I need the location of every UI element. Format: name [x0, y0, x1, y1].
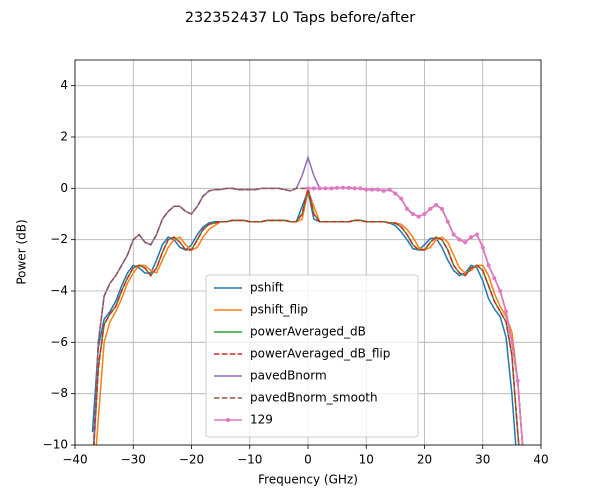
point-marker: [393, 191, 398, 196]
plot-area: [91, 155, 524, 445]
y-tick-label: −2: [50, 232, 68, 246]
point-marker: [422, 212, 427, 216]
legend-label: powerAveraged_dB_flip: [250, 347, 390, 361]
x-tick-label: 40: [533, 453, 548, 467]
point-marker: [445, 219, 450, 224]
x-tick-label: 20: [417, 453, 432, 467]
legend-label: 129: [250, 413, 273, 427]
y-tick-label: −8: [50, 386, 68, 400]
x-tick-label: 10: [359, 453, 374, 467]
legend-label: pavedBnorm: [250, 369, 327, 383]
point-marker: [416, 214, 421, 219]
point-marker: [434, 203, 439, 208]
point-marker: [346, 185, 351, 190]
legend-label: pshift: [250, 281, 284, 295]
point-marker: [335, 185, 340, 190]
point-marker: [387, 187, 392, 192]
y-tick-label: −6: [50, 335, 68, 349]
point-marker: [463, 240, 468, 245]
legend-label: pshift_flip: [250, 303, 308, 317]
point-marker: [352, 186, 357, 191]
legend-label: pavedBnorm_smooth: [250, 391, 378, 405]
point-marker: [358, 186, 363, 191]
point-marker: [381, 188, 386, 193]
point-marker: [492, 276, 497, 281]
point-marker: [498, 289, 503, 293]
point-marker: [399, 196, 404, 201]
legend-label: powerAveraged_dB: [250, 325, 366, 339]
y-tick-label: −10: [43, 438, 68, 452]
point-marker: [405, 206, 410, 211]
x-tick-label: −10: [237, 453, 262, 467]
legend-marker: [226, 418, 230, 422]
point-marker: [340, 185, 345, 190]
point-marker: [474, 232, 479, 237]
point-marker: [486, 263, 491, 268]
point-marker: [317, 186, 322, 191]
point-marker: [370, 187, 375, 192]
chart-title: 232352437 L0 Taps before/after: [185, 10, 415, 26]
point-marker: [375, 187, 380, 192]
y-tick-label: 4: [60, 78, 68, 92]
x-tick-label: 0: [304, 453, 312, 467]
point-marker: [457, 237, 462, 242]
point-marker: [439, 206, 444, 211]
point-marker: [329, 186, 334, 191]
point-marker: [504, 309, 509, 314]
point-marker: [509, 340, 514, 345]
point-marker: [515, 378, 520, 383]
point-marker: [311, 186, 316, 191]
point-marker: [428, 206, 433, 211]
x-tick-label: −20: [179, 453, 204, 467]
point-marker: [480, 245, 485, 250]
legend: pshift pshift_flip powerAveraged_dB powerAv…: [205, 274, 419, 438]
x-tick-label: −30: [121, 453, 146, 467]
legend-box: [205, 274, 419, 438]
point-marker: [364, 187, 369, 192]
x-tick-label: 30: [475, 453, 490, 467]
point-marker: [306, 186, 310, 191]
point-marker: [410, 212, 415, 216]
x-axis-label: Frequency (GHz): [258, 473, 358, 487]
point-marker: [469, 235, 474, 240]
x-tick-label: −40: [62, 453, 87, 467]
y-axis-label: Power (dB): [15, 219, 29, 284]
point-marker: [323, 186, 328, 191]
point-marker: [451, 232, 456, 237]
y-tick-label: −4: [50, 284, 68, 298]
y-tick-label: 0: [60, 181, 68, 195]
y-tick-label: 2: [60, 130, 68, 144]
